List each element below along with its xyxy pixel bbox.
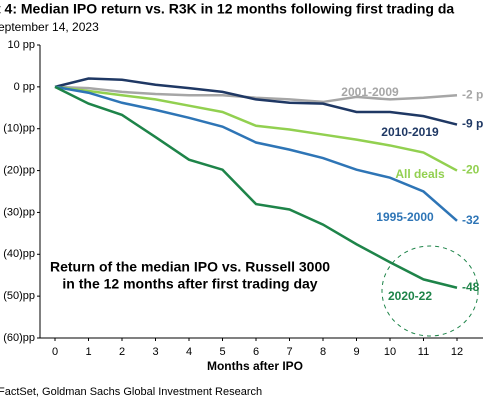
x-tick-label: 6 [253, 346, 259, 358]
chart-title: t 4: Median IPO return vs. R3K in 12 mon… [0, 1, 454, 17]
series-label: All deals [395, 167, 445, 181]
series-label: 2020-22 [388, 289, 432, 303]
x-tick-label: 12 [451, 346, 463, 358]
data-label: -20 pp [462, 163, 483, 177]
source-note: FactSet, Goldman Sachs Global Investment… [0, 386, 262, 398]
series-line [54, 85, 458, 289]
series-line [54, 85, 458, 172]
y-tick-label: (30)pp [3, 206, 35, 218]
annotation: Return of the median IPO vs. Russell 300… [50, 259, 330, 275]
chart-subtitle: eptember 14, 2023 [0, 20, 99, 34]
x-tick-label: 3 [152, 346, 158, 358]
x-tick-label: 9 [353, 346, 359, 358]
x-tick-label: 7 [286, 346, 292, 358]
y-tick-label: (50)pp [3, 290, 35, 302]
series-line [54, 77, 458, 126]
x-tick-label: 8 [320, 346, 326, 358]
x-tick-label: 1 [85, 346, 91, 358]
x-tick-label: 5 [219, 346, 225, 358]
x-tick-label: 10 [384, 346, 396, 358]
y-tick-label: 0 pp [14, 81, 35, 93]
annotation: in the 12 months after first trading day [62, 276, 317, 292]
data-label: -48 pp [462, 280, 483, 294]
x-tick-label: 4 [186, 346, 192, 358]
data-label: -2 pp [462, 87, 483, 101]
series-line [54, 85, 458, 222]
y-tick-label: (40)pp [3, 248, 35, 260]
series-label: 2010-2019 [381, 125, 439, 139]
data-label: -32 pp [462, 213, 483, 227]
y-tick-label: (60)pp [3, 332, 35, 344]
data-label: -9 pp [462, 117, 483, 131]
series-line [54, 85, 458, 104]
y-tick-label: (20)pp [3, 164, 35, 176]
x-tick-label: 11 [418, 346, 429, 358]
x-axis-title: Months after IPO [207, 359, 303, 373]
y-tick-label: (10)pp [3, 123, 35, 135]
series-label: 1995-2000 [376, 210, 434, 224]
x-tick-label: 2 [119, 346, 125, 358]
series-label: 2001-2009 [341, 85, 399, 99]
highlight-ellipse [381, 245, 479, 337]
x-tick-label: 0 [52, 346, 58, 358]
y-tick-label: 10 pp [7, 39, 35, 51]
